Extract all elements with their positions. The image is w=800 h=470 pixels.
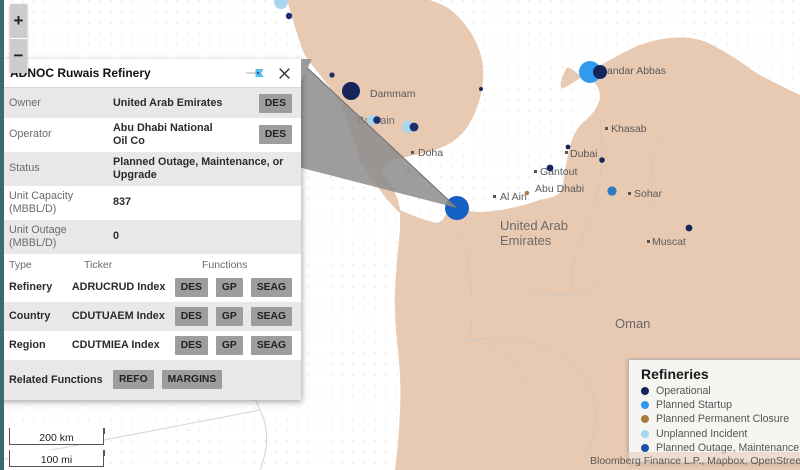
svg-text:Oman: Oman (615, 316, 650, 331)
svg-text:Bandar Abbas: Bandar Abbas (600, 65, 666, 77)
svg-text:Doha: Doha (418, 147, 443, 159)
svg-text:Khasab: Khasab (611, 123, 647, 135)
svg-text:Emirates: Emirates (500, 233, 552, 248)
svg-text:Al Ain: Al Ain (500, 191, 527, 203)
svg-text:United Arab: United Arab (500, 218, 568, 233)
svg-text:Muscat: Muscat (652, 236, 686, 248)
svg-text:Sohar: Sohar (634, 188, 663, 200)
svg-text:Abu Dhabi: Abu Dhabi (535, 183, 584, 195)
svg-text:Dammam: Dammam (370, 88, 416, 100)
svg-text:Dubai: Dubai (570, 148, 597, 160)
svg-text:Gantout: Gantout (540, 166, 577, 178)
